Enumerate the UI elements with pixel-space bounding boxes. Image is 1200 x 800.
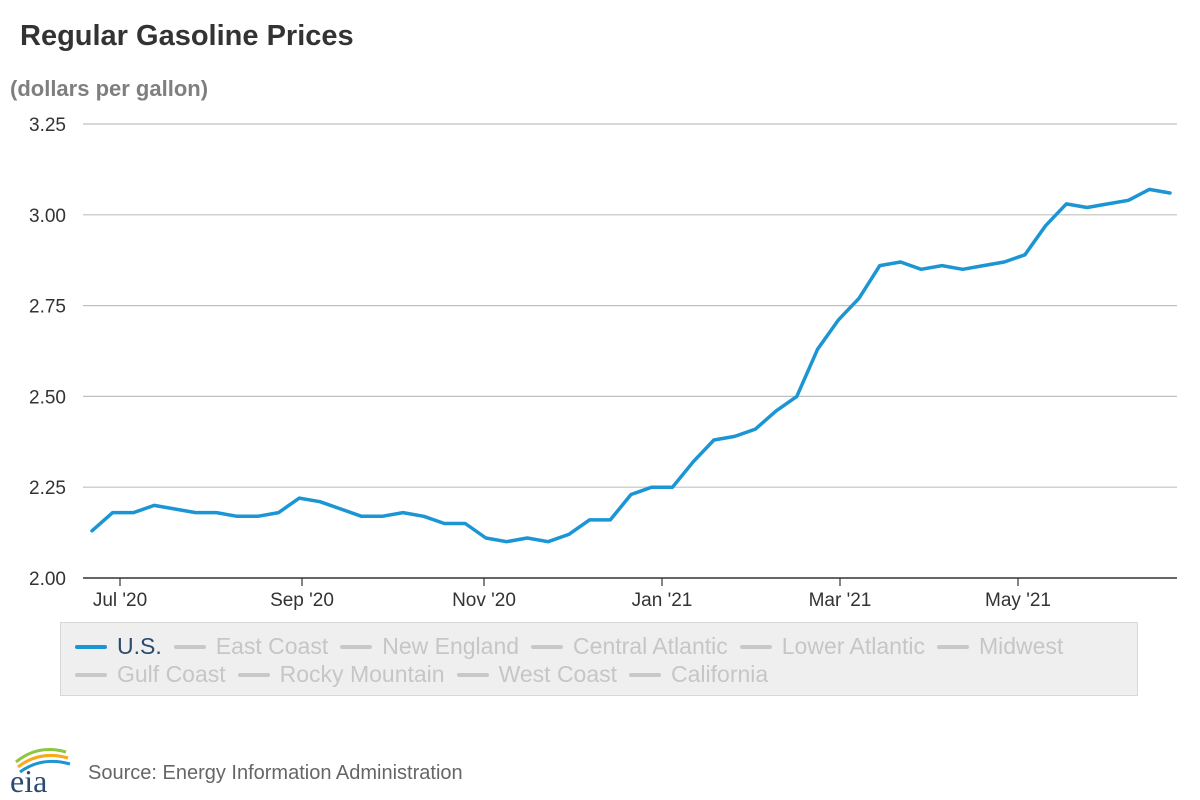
y-axis-unit-label: (dollars per gallon) — [10, 76, 209, 101]
legend-item[interactable]: U.S. — [75, 633, 162, 660]
legend-row: U.S. East Coast New England Central Atlanti… — [75, 633, 1075, 660]
legend-item[interactable]: Gulf Coast — [75, 661, 226, 688]
x-axis: Jul '20 Sep '20 Nov '20 Jan '21 Mar '21 May '… — [93, 578, 1051, 611]
legend-label: Gulf Coast — [117, 661, 226, 687]
legend-label: West Coast — [498, 661, 618, 687]
y-tick-label: 2.25 — [29, 478, 66, 499]
x-tick-label: Jan '21 — [632, 590, 693, 611]
legend-swatch — [340, 644, 373, 649]
series-layer — [90, 187, 1172, 544]
logo-text: eia — [10, 763, 47, 796]
x-tick-label: Nov '20 — [452, 590, 516, 611]
legend-swatch — [237, 672, 270, 677]
legend-swatch — [531, 644, 564, 649]
legend-label: Lower Atlantic — [781, 633, 925, 659]
legend-swatch — [456, 672, 489, 677]
chart-title: Regular Gasoline Prices — [20, 20, 354, 52]
y-tick-label: 2.75 — [29, 297, 66, 318]
x-tick-label: Mar '21 — [809, 590, 872, 611]
legend-item[interactable]: West Coast — [456, 661, 618, 688]
legend-item[interactable]: California — [629, 661, 768, 688]
legend-label: Central Atlantic — [573, 633, 728, 659]
legend-label: California — [671, 661, 769, 687]
x-tick-label: May '21 — [985, 590, 1051, 611]
y-tick-label: 3.00 — [29, 206, 66, 227]
y-tick-label: 3.25 — [29, 115, 66, 136]
gridlines — [83, 123, 1177, 579]
series-line-us — [90, 187, 1172, 544]
legend-swatch — [75, 672, 107, 677]
x-tick-label: Jul '20 — [93, 590, 147, 611]
legend-swatch — [75, 644, 107, 649]
legend-label: East Coast — [215, 633, 329, 659]
legend-swatch — [173, 644, 206, 649]
legend-item[interactable]: East Coast — [173, 633, 329, 660]
x-tick-label: Sep '20 — [270, 590, 334, 611]
legend-label: U.S. — [117, 633, 162, 659]
legend-swatch — [936, 644, 969, 649]
legend-label: New England — [382, 633, 520, 659]
y-tick-label: 2.50 — [29, 387, 66, 408]
y-tick-labels: 2.00 2.25 2.50 2.75 3.00 3.25 — [29, 115, 66, 590]
line-chart: 2.00 2.25 2.50 2.75 3.00 3.25 Jul '20 Sep '20 N… — [29, 115, 1177, 611]
legend-swatch — [739, 644, 772, 649]
y-tick-label: 2.00 — [29, 569, 66, 590]
source-note: Source: Energy Information Administratio… — [88, 762, 463, 784]
legend-label: Rocky Mountain — [279, 661, 445, 687]
legend-item[interactable]: Lower Atlantic — [739, 633, 925, 660]
legend-row: Gulf Coast Rocky Mountain West Coast Califo… — [75, 661, 780, 688]
legend-item[interactable]: Midwest — [936, 633, 1064, 660]
legend-item[interactable]: Rocky Mountain — [237, 661, 445, 688]
legend-swatch — [629, 672, 662, 677]
legend-item[interactable]: Central Atlantic — [531, 633, 728, 660]
legend-item[interactable]: New England — [340, 633, 519, 660]
legend: U.S. East Coast New England Central Atlanti… — [60, 622, 1138, 696]
legend-label: Midwest — [978, 633, 1064, 659]
eia-logo: eia — [10, 748, 71, 796]
